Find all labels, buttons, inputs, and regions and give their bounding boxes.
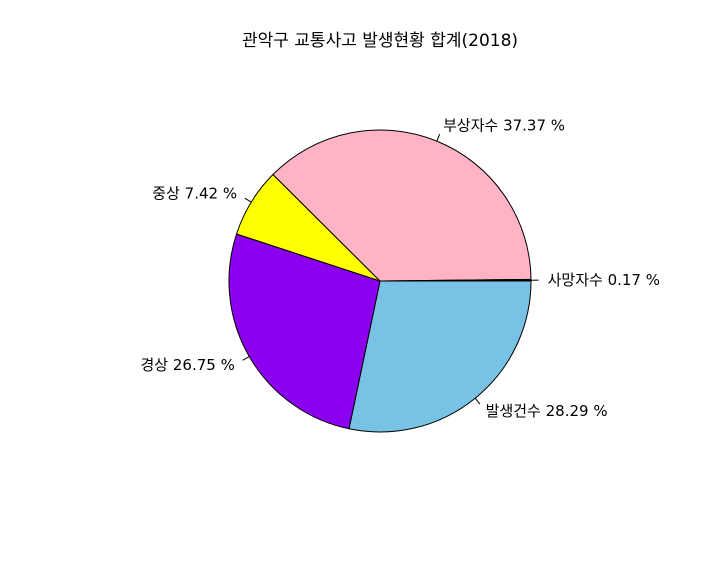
pie-tick-발생건수 xyxy=(474,397,481,405)
pie-label-발생건수: 발생건수 28.29 % xyxy=(486,402,608,420)
pie-label-경상: 경상 26.75 % xyxy=(141,356,235,374)
pie-slice-사망자수 xyxy=(379,278,532,282)
pie-slice-경상 xyxy=(228,233,381,430)
pie-slices xyxy=(228,129,532,433)
pie-label-부상자수: 부상자수 37.37 % xyxy=(443,117,565,135)
pie-tick-중상 xyxy=(244,197,252,203)
pie-slice-부상자수 xyxy=(272,129,532,282)
pie-slice-발생건수 xyxy=(348,280,532,433)
pie-label-중상: 중상 7.42 % xyxy=(152,184,237,202)
pie-label-사망자수: 사망자수 0.17 % xyxy=(548,271,660,289)
chart-title: 관악구 교통사고 발생현황 합계(2018) xyxy=(242,31,518,51)
pie-tick-경상 xyxy=(242,356,250,361)
pie-tick-부상자수 xyxy=(436,133,441,142)
pie-labels: 발생건수 28.29 % 경상 26.75 % 중상 7.42 % 부상자수 37.3… xyxy=(141,117,660,420)
